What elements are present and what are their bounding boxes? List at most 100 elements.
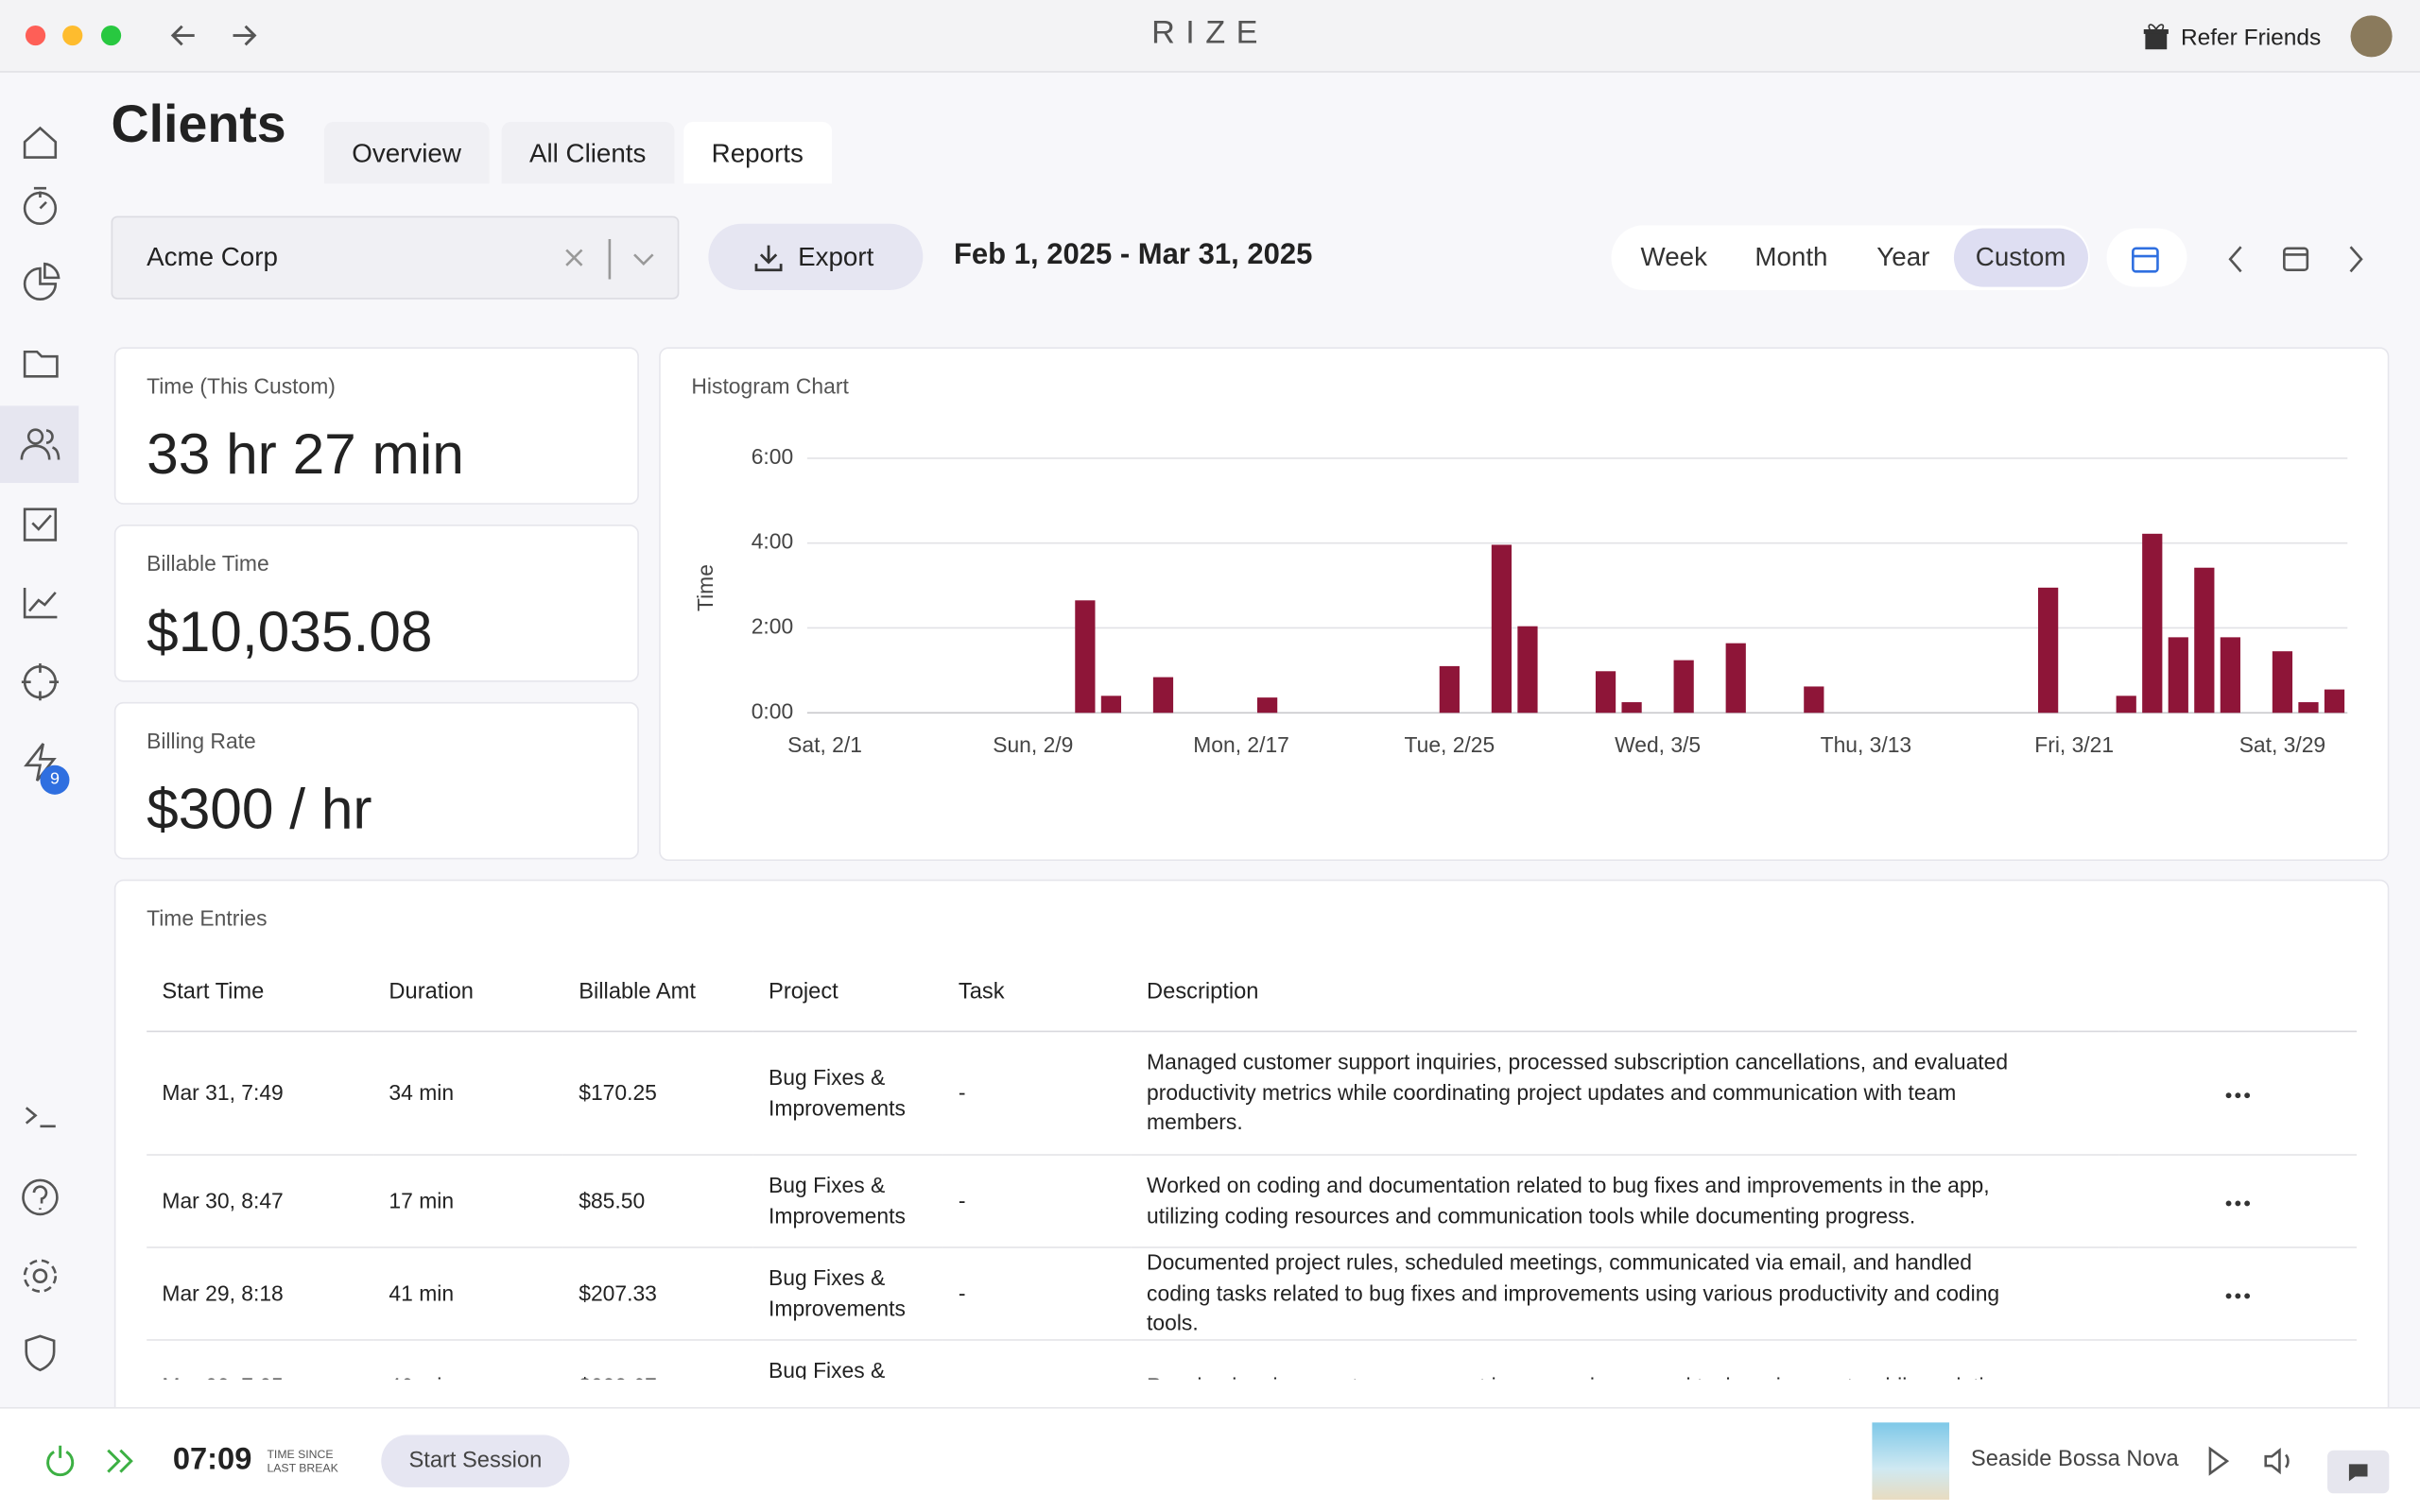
column-header: Start Time bbox=[147, 953, 374, 1033]
tab[interactable]: Reports bbox=[683, 121, 832, 184]
close[interactable] bbox=[25, 25, 46, 46]
column-header: Billable Amt bbox=[562, 953, 753, 1033]
period[interactable]: Year bbox=[1876, 242, 1930, 272]
bar bbox=[1152, 677, 1174, 713]
cell: Bug Fixes & Improvements bbox=[752, 1155, 943, 1248]
tab[interactable]: Overview bbox=[323, 121, 490, 184]
date-range: Feb 1, 2025 - Mar 31, 2025 bbox=[953, 239, 1313, 272]
nav-focus[interactable] bbox=[21, 663, 60, 701]
bar bbox=[1725, 643, 1746, 713]
more-icon[interactable] bbox=[2224, 1198, 2252, 1208]
column-header-actions bbox=[2118, 953, 2358, 1033]
nav-help[interactable] bbox=[22, 1178, 59, 1216]
cell: - bbox=[942, 1031, 1132, 1156]
stat-label: Billing Rate bbox=[147, 728, 256, 753]
nav-tasks[interactable] bbox=[23, 507, 58, 541]
nav-terminal[interactable] bbox=[25, 1107, 56, 1128]
page-title: Clients bbox=[111, 95, 286, 155]
cell: Managed customer support inquiries, proc… bbox=[1131, 1031, 2119, 1156]
nav-privacy[interactable] bbox=[25, 1334, 56, 1372]
export-label: Export bbox=[798, 242, 874, 272]
bar bbox=[2194, 567, 2215, 713]
cell: - bbox=[942, 1247, 1132, 1341]
minimize[interactable] bbox=[62, 25, 83, 46]
volume[interactable] bbox=[2264, 1447, 2290, 1475]
nav-analytics[interactable] bbox=[23, 588, 58, 619]
skip[interactable] bbox=[107, 1449, 133, 1473]
forward[interactable] bbox=[233, 25, 257, 46]
column-header: Task bbox=[942, 953, 1132, 1033]
row-actions bbox=[2118, 1339, 2358, 1380]
stat-label: Billable Time bbox=[147, 550, 269, 576]
client-select[interactable]: Acme Corp bbox=[111, 215, 680, 300]
export-button[interactable]: Export bbox=[708, 223, 924, 290]
next[interactable] bbox=[2349, 246, 2363, 273]
avatar[interactable] bbox=[2350, 15, 2393, 58]
zoom[interactable] bbox=[100, 25, 122, 46]
back[interactable] bbox=[170, 25, 195, 46]
cell: 34 min bbox=[373, 1031, 563, 1156]
start-session[interactable]: Start Session bbox=[381, 1435, 570, 1487]
cell: Bug Fixes & Improvements bbox=[752, 1339, 943, 1380]
column-header: Description bbox=[1131, 953, 2119, 1033]
stat-card: Billable Time $10,035.08 bbox=[113, 524, 639, 682]
refer-friends[interactable]: Refer Friends bbox=[2180, 25, 2322, 51]
x-tick-label: Wed, 3/5 bbox=[1615, 732, 1701, 757]
nav-projects[interactable] bbox=[23, 350, 59, 378]
nav-reports[interactable] bbox=[23, 262, 60, 301]
cell: 41 min bbox=[373, 1247, 563, 1341]
table-clip: Start Time Duration Billable Amt Project Tas… bbox=[147, 953, 2358, 1380]
caption-line: TIME SINCE bbox=[267, 1447, 334, 1462]
period[interactable]: Week bbox=[1640, 242, 1707, 272]
cell: - bbox=[942, 1155, 1132, 1248]
calendar-button[interactable] bbox=[2106, 228, 2187, 287]
bar bbox=[2168, 637, 2188, 713]
bar bbox=[2272, 651, 2293, 713]
x-tick-label: Tue, 2/25 bbox=[1405, 732, 1495, 757]
x-tick-label: Thu, 3/13 bbox=[1821, 732, 1912, 757]
open[interactable] bbox=[633, 253, 654, 266]
nav-automations[interactable] bbox=[24, 743, 57, 782]
play[interactable] bbox=[2208, 1446, 2230, 1476]
cell: Documented project rules, scheduled meet… bbox=[1131, 1247, 2119, 1341]
power[interactable] bbox=[46, 1445, 75, 1477]
nav-home[interactable] bbox=[23, 126, 58, 159]
y-tick-label: 2:00 bbox=[752, 614, 793, 639]
sidebar bbox=[20, 126, 60, 1372]
entries-card: Time Entries Start Time Duration Billable … bbox=[113, 879, 2390, 1438]
period[interactable]: Month bbox=[1754, 242, 1828, 272]
column-header: Duration bbox=[373, 953, 563, 1033]
more-icon[interactable] bbox=[2224, 1291, 2252, 1300]
bar bbox=[1517, 626, 1538, 713]
cell: - bbox=[942, 1339, 1132, 1380]
x-tick-label: Sat, 3/29 bbox=[2239, 732, 2325, 757]
x-tick-label: Sat, 2/1 bbox=[787, 732, 862, 757]
nav-settings[interactable] bbox=[23, 1259, 58, 1293]
gift-icon bbox=[2143, 24, 2169, 50]
x-tick-label: Mon, 2/17 bbox=[1193, 732, 1289, 757]
table-row: Mar 30, 8:47 17 min $85.50 Bug Fixes & Impr… bbox=[147, 1155, 2358, 1248]
cell: Mar 31, 7:49 bbox=[147, 1031, 374, 1156]
bar bbox=[1621, 702, 1642, 713]
nav-clients[interactable] bbox=[20, 428, 60, 460]
timer: 07:09 bbox=[172, 1442, 252, 1477]
tab[interactable]: All Clients bbox=[501, 121, 674, 184]
period[interactable]: Custom bbox=[1953, 228, 2088, 287]
bar bbox=[2220, 637, 2240, 713]
prev[interactable] bbox=[2228, 246, 2242, 273]
chart-title: Histogram Chart bbox=[691, 373, 849, 399]
entries-table: Start Time Duration Billable Amt Project Tas… bbox=[147, 953, 2358, 1380]
cell: Resolved various customer support issues… bbox=[1131, 1339, 2119, 1380]
more-icon[interactable] bbox=[2224, 1091, 2252, 1100]
stat-value: $10,035.08 bbox=[147, 600, 433, 664]
clear[interactable] bbox=[565, 249, 583, 266]
pick-date[interactable] bbox=[2283, 247, 2309, 272]
nav-badge: 9 bbox=[40, 765, 70, 795]
cell: $170.25 bbox=[562, 1031, 753, 1156]
row-actions bbox=[2118, 1247, 2358, 1341]
bar bbox=[1595, 671, 1616, 713]
bar bbox=[1439, 665, 1460, 713]
title-bar bbox=[0, 0, 2420, 73]
table-row: Mar 28, 7:2546 min$233.67Bug Fixes & Imp… bbox=[147, 1339, 2358, 1380]
